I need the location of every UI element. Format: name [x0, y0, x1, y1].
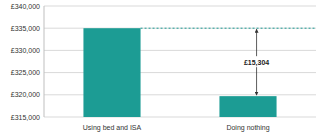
tick-label: £315,000: [11, 114, 40, 121]
y-axis: [44, 6, 45, 117]
tick-label: £340,000: [11, 3, 40, 10]
annotation: £15,304: [244, 59, 269, 67]
tick-label: £320,000: [11, 91, 40, 98]
tick-label: £330,000: [11, 47, 40, 54]
tick-label: £325,000: [11, 69, 40, 76]
bar: [219, 96, 276, 117]
chart: £315,000 £320,000 £325,000 £330,000 £335,000…: [0, 0, 320, 137]
annotation-bg: [241, 56, 273, 67]
category-label: Using bed and ISA: [83, 124, 142, 132]
grid-line: [44, 6, 316, 7]
category-label: Doing nothing: [226, 124, 269, 132]
bar: [83, 28, 140, 117]
reference-line: [141, 28, 316, 29]
tick-label: £335,000: [11, 25, 40, 32]
bars: [83, 28, 276, 117]
